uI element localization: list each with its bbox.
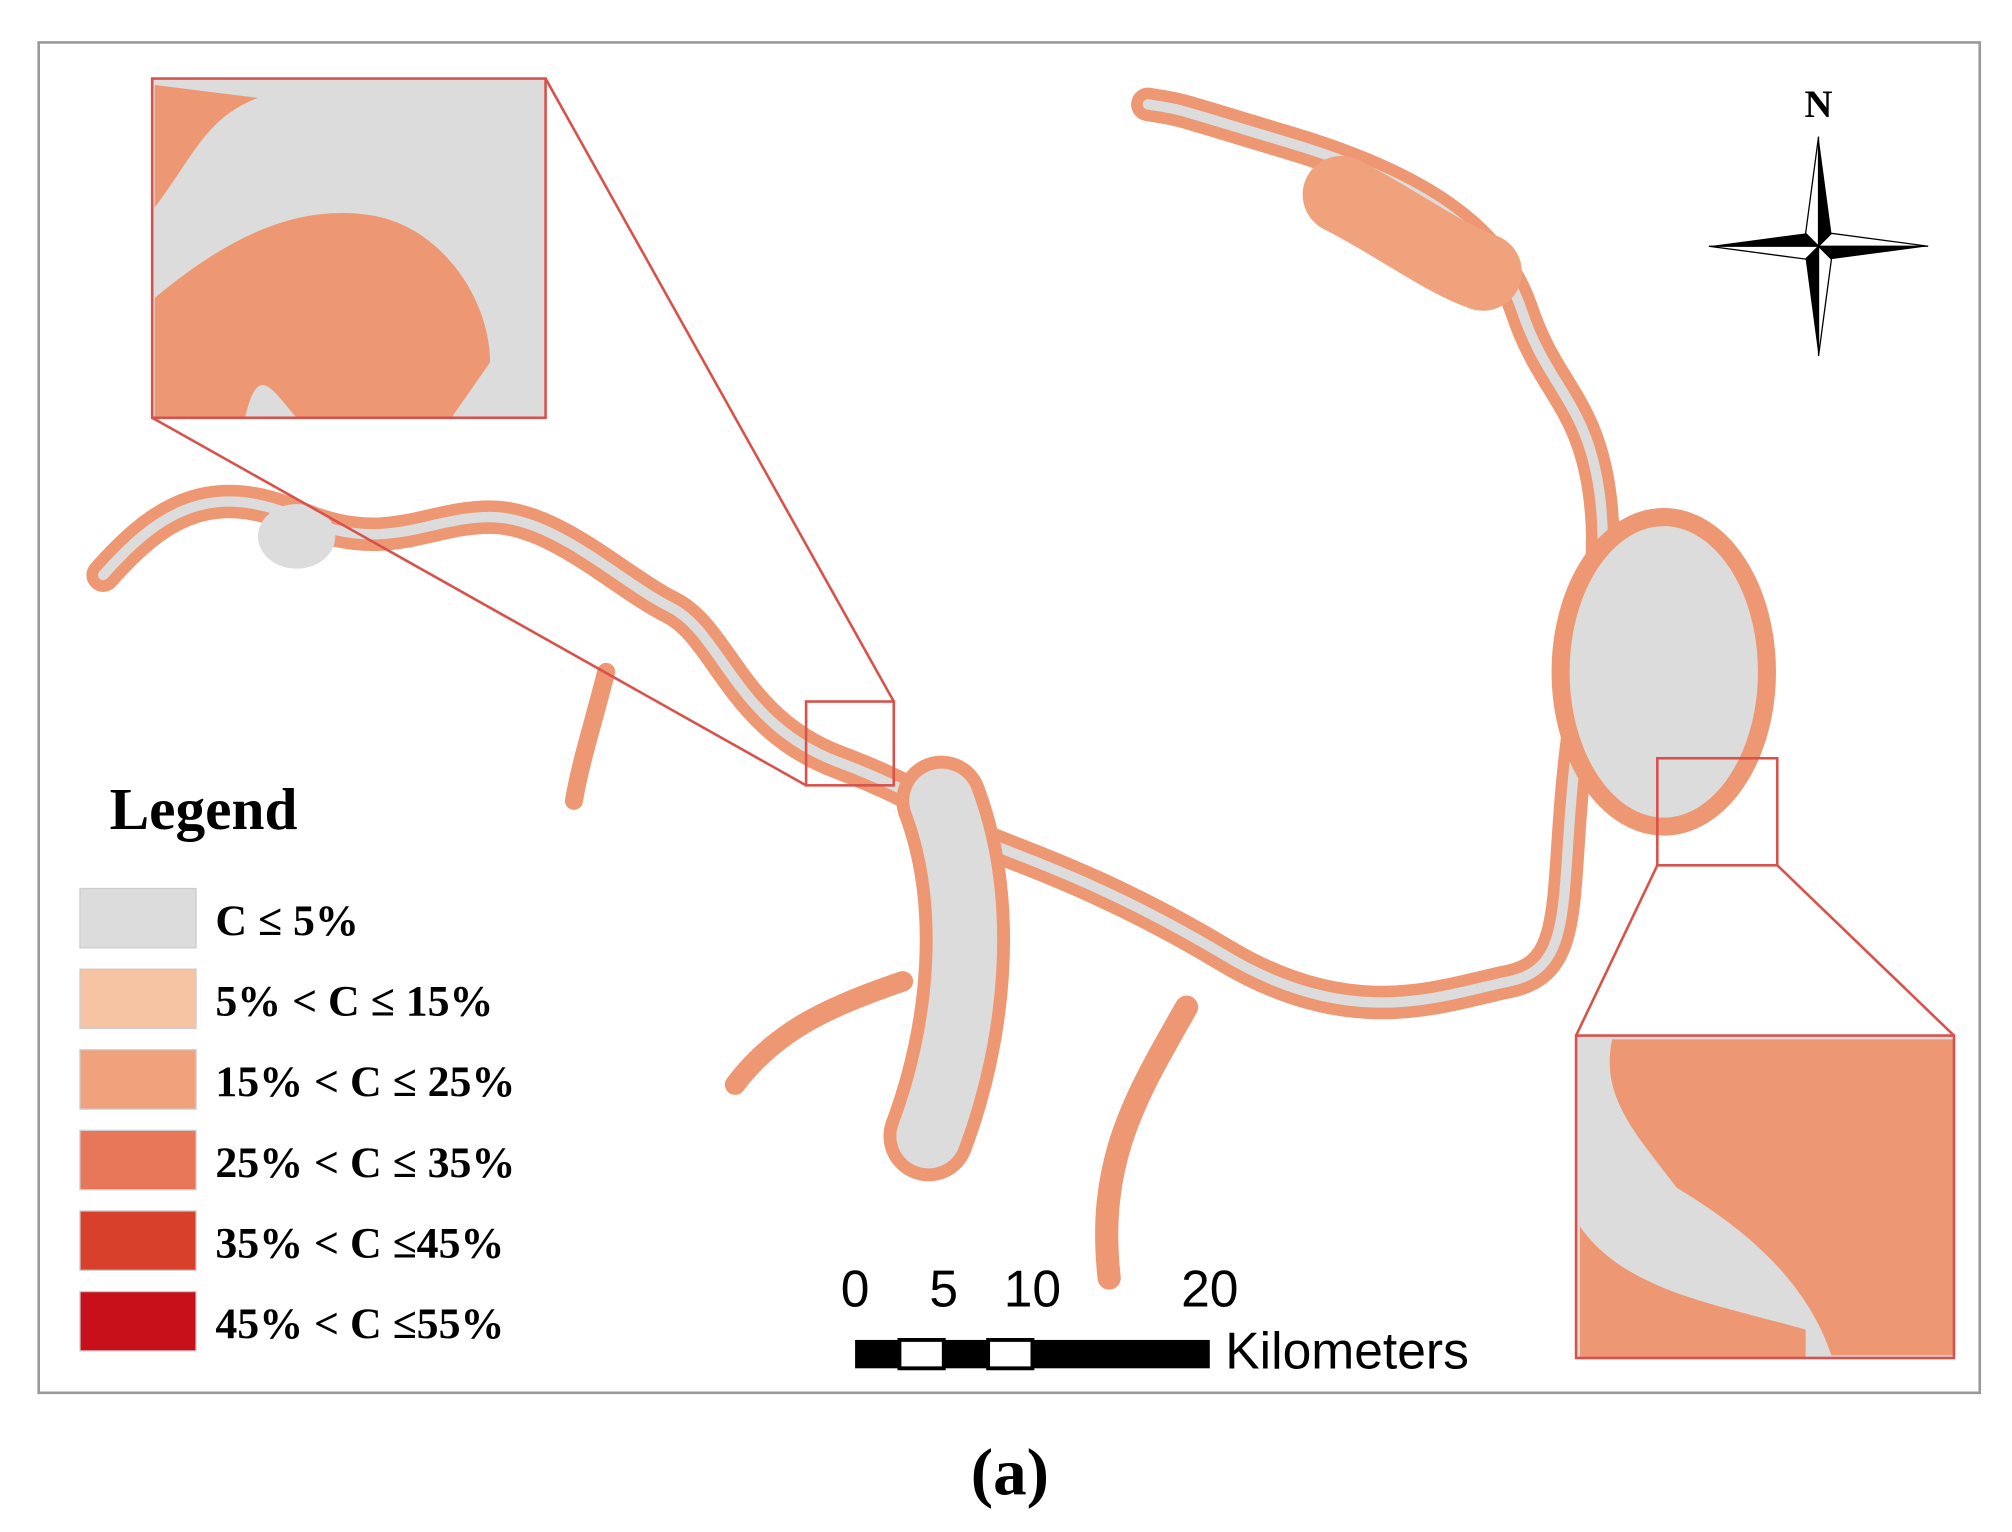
north-arrow	[1708, 136, 1929, 356]
water	[896, 768, 998, 1169]
scale-label: 0	[841, 1259, 870, 1317]
legend-swatch	[79, 1290, 197, 1352]
inset-line	[1776, 864, 1955, 1037]
shore	[724, 971, 914, 1095]
scale-label: 5	[929, 1259, 958, 1317]
lake	[257, 504, 336, 569]
inset-links	[151, 77, 1955, 1037]
legend-label: 45% < C ≤55%	[215, 1300, 504, 1348]
inset-shore	[154, 85, 258, 208]
legend-swatch	[79, 1049, 197, 1110]
inset	[150, 77, 547, 420]
inset	[1574, 1034, 1956, 1360]
legend-label: 15% < C ≤ 25%	[215, 1058, 515, 1106]
inset-source	[1656, 756, 1779, 867]
reservoir	[86, 87, 1620, 1290]
scale-segment	[943, 1339, 989, 1369]
shore	[1095, 995, 1199, 1290]
water	[98, 99, 1608, 1008]
inset-frame	[1574, 1034, 1956, 1360]
legend-title: Legend	[110, 776, 298, 842]
legend-swatch	[79, 1129, 197, 1191]
legend-label: 35% < C ≤45%	[215, 1219, 504, 1267]
legend: C ≤ 5% 5% < C ≤ 15% 15% < C ≤ 25% 25% < C ≤…	[79, 887, 515, 1352]
shore	[564, 662, 616, 810]
inset-source	[804, 700, 896, 787]
legend-label: 25% < C ≤ 35%	[215, 1139, 515, 1187]
inset-shore	[154, 213, 491, 418]
scale-segment	[986, 1338, 1035, 1371]
scale-label: 20	[1181, 1259, 1238, 1317]
scale-segment	[1032, 1339, 1210, 1369]
inset-shore	[1579, 1226, 1806, 1358]
inset-line	[544, 77, 895, 703]
inset-line	[151, 416, 807, 787]
caption: (a)	[971, 1435, 1049, 1510]
shore	[1302, 155, 1522, 311]
inset-line	[1574, 864, 1659, 1037]
scale-unit: Kilometers	[1225, 1321, 1469, 1379]
scale-label: 10	[1004, 1259, 1061, 1317]
scale-segment	[897, 1338, 946, 1371]
inset-shore	[1609, 1039, 1954, 1356]
legend-swatch	[79, 887, 197, 949]
legend-swatch	[79, 1210, 197, 1271]
inset-frame	[150, 77, 547, 420]
lake	[1551, 508, 1776, 836]
legend-swatch	[79, 968, 197, 1030]
scale-segment	[855, 1339, 900, 1369]
north-label: N	[1805, 84, 1833, 126]
legend-label: 5% < C ≤ 15%	[215, 978, 493, 1026]
legend-label: C ≤ 5%	[215, 897, 358, 945]
